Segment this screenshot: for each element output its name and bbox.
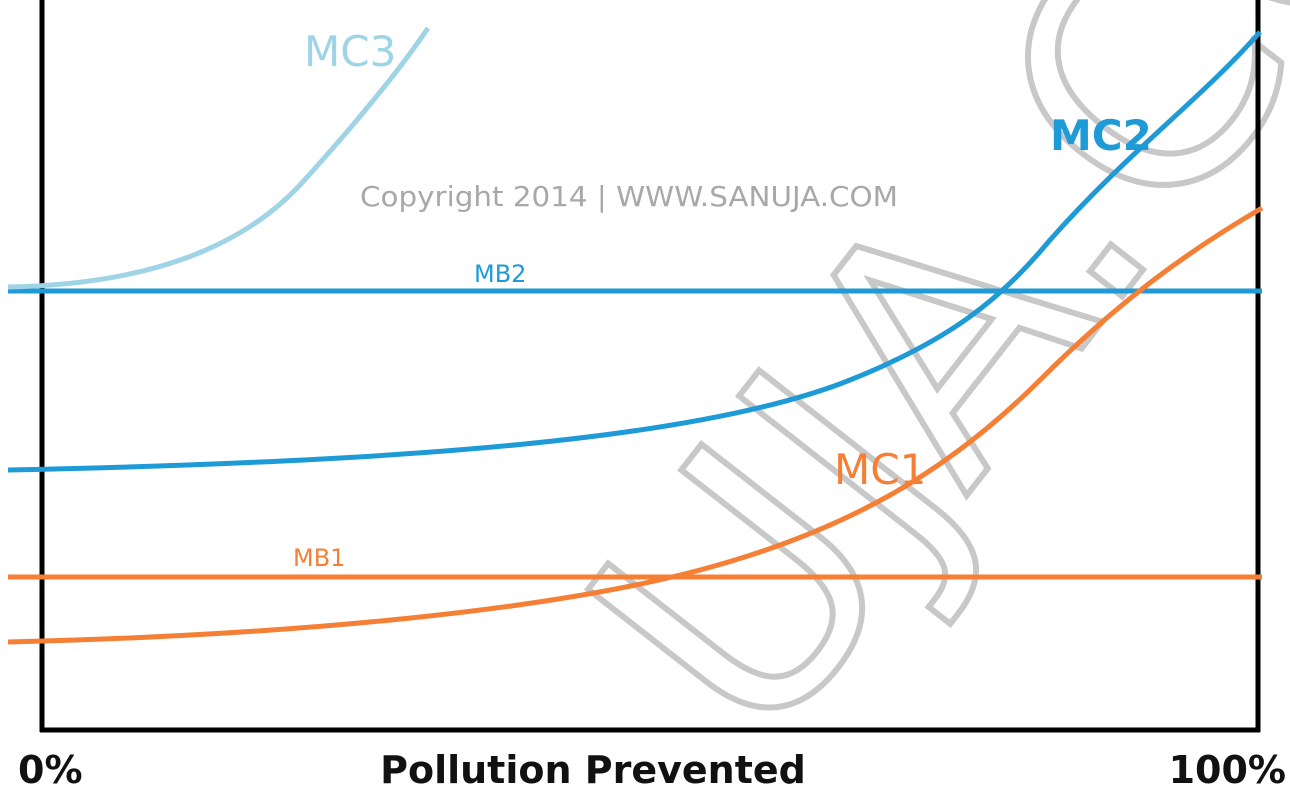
mb2-label: MB2 — [474, 260, 526, 288]
x-start-label: 0% — [18, 748, 83, 789]
mc3-label: MC3 — [304, 27, 396, 76]
mc2-label: MC2 — [1050, 111, 1152, 160]
copyright: Copyright 2014 | WWW.SANUJA.COM — [360, 180, 898, 213]
x-axis-title: Pollution Prevented — [380, 748, 806, 789]
mc1-label: MC1 — [834, 445, 926, 494]
mc2-curve — [7, 30, 1262, 473]
mc3-curve — [7, 26, 431, 290]
mc1-curve — [7, 205, 1264, 645]
mb1-label: MB1 — [293, 544, 345, 572]
x-end-label: 100% — [1169, 748, 1286, 789]
